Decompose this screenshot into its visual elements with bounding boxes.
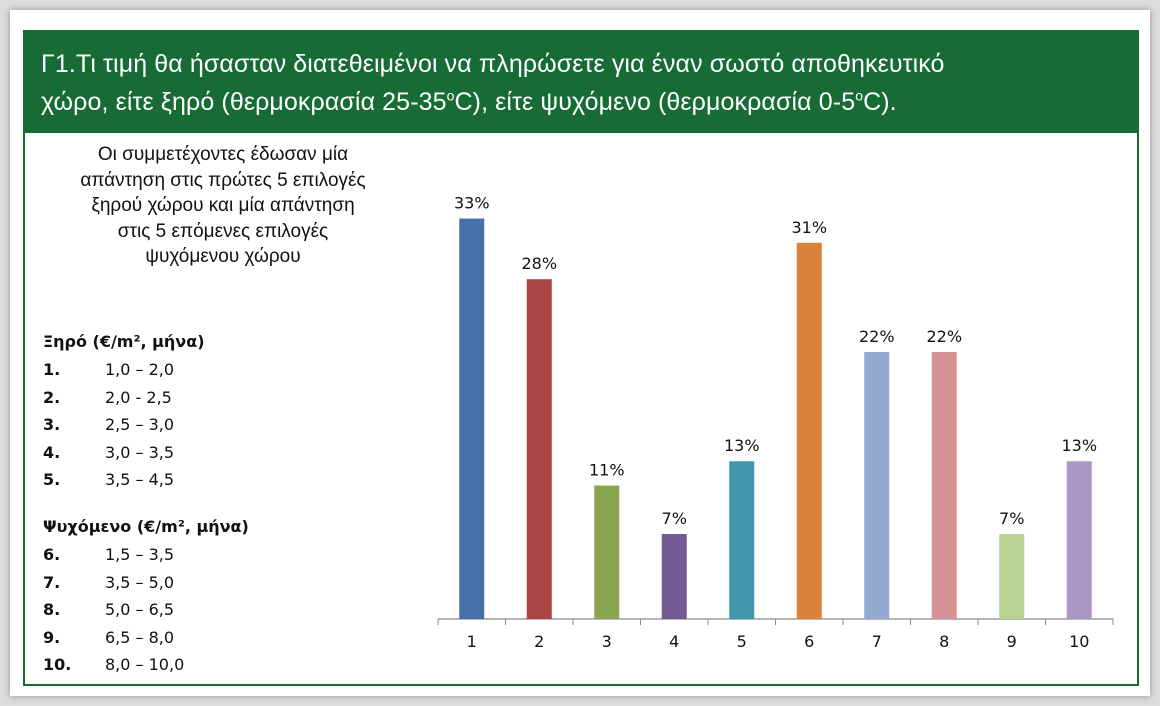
legend-number: 7.: [43, 572, 61, 592]
legend-range: 1,0 – 2,0: [105, 360, 175, 379]
x-tick-label: 4: [669, 632, 679, 651]
legend-row: 10. 8,0 – 10,0: [43, 651, 249, 679]
description-line: στις 5 επόμενες επιλογές: [117, 220, 329, 242]
content-panel: Γ1.Τι τιμή θα ήσασταν διατεθειμένοι να π…: [23, 30, 1139, 686]
legend-row: 4. 3,0 – 3,5: [43, 439, 205, 467]
bar: [864, 352, 890, 619]
bar: [661, 534, 687, 619]
legend-row: 3. 2,5 – 3,0: [43, 411, 205, 439]
x-tick-label: 9: [1007, 632, 1017, 651]
legend-range: 8,0 – 10,0: [105, 655, 185, 674]
data-label: 28%: [521, 254, 557, 273]
question-line-2-part-c: C).: [863, 88, 897, 116]
legend-row: 2. 2,0 - 2,5: [43, 384, 205, 412]
legend-number: 10.: [43, 655, 72, 674]
question-header: Γ1.Τι τιμή θα ήσασταν διατεθειμένοι να π…: [25, 32, 1137, 133]
description-text: Οι συμμετέχοντες έδωσαν μία απάντηση στι…: [43, 142, 403, 270]
data-label: 11%: [589, 461, 625, 480]
legend-number: 2.: [43, 387, 61, 407]
legend-range: 5,0 – 6,5: [105, 600, 175, 619]
bar: [594, 485, 620, 619]
legend-number: 4.: [43, 442, 61, 462]
legend-range: 1,5 – 3,5: [105, 545, 175, 564]
bar: [526, 279, 552, 619]
legend-row: 5. 3,5 – 4,5: [43, 466, 205, 494]
description-line: Οι συμμετέχοντες έδωσαν μία: [97, 144, 349, 165]
data-label: 13%: [1061, 436, 1097, 455]
x-tick-label: 8: [939, 632, 949, 651]
question-line-2-part-b: C), είτε ψυχόμενο (θερμοκρασία 0-5: [454, 88, 856, 116]
question-line-2-part-a: χώρο, είτε ξηρό (θερμοκρασία 25-35: [41, 88, 447, 116]
legend-number: 9.: [43, 627, 61, 647]
x-tick-label: 7: [872, 632, 882, 651]
cold-legend: Ψυχόμενο (€/m², μήνα) 6. 1,5 – 3,5 7. 3,5 …: [43, 513, 249, 679]
dry-legend: Ξηρό (€/m², μήνα) 1. 1,0 – 2,0 2. 2,0 - 2…: [43, 328, 205, 494]
bar: [999, 534, 1025, 619]
dry-legend-title: Ξηρό (€/m², μήνα): [43, 332, 205, 351]
x-tick-label: 6: [804, 632, 814, 651]
bar: [1066, 461, 1092, 619]
legend-row: 7. 3,5 – 5,0: [43, 569, 249, 597]
legend-number: 6.: [43, 545, 61, 564]
legend-range: 6,5 – 8,0: [105, 627, 175, 647]
bar: [459, 218, 485, 620]
data-label: 7%: [999, 509, 1024, 528]
data-label: 22%: [926, 327, 962, 346]
legend-range: 3,5 – 4,5: [105, 470, 175, 489]
data-label: 22%: [859, 327, 895, 346]
degree-mark: ο: [855, 87, 864, 104]
legend-range: 2,5 – 3,0: [105, 415, 175, 434]
legend-range: 2,0 - 2,5: [105, 387, 172, 407]
data-label: 33%: [454, 194, 490, 213]
legend-number: 1.: [43, 360, 61, 379]
legend-row: 1. 1,0 – 2,0: [43, 356, 205, 384]
x-tick-label: 1: [467, 632, 477, 651]
data-label: 31%: [791, 218, 827, 237]
x-tick-label: 2: [534, 632, 544, 651]
legend-row: 9. 6,5 – 8,0: [43, 624, 249, 652]
description-line: ψυχόμενου χώρου: [145, 246, 301, 267]
legend-row: 8. 5,0 – 6,5: [43, 596, 249, 624]
legend-number: 3.: [43, 415, 61, 434]
question-line-2: χώρο, είτε ξηρό (θερμοκρασία 25-35οC), ε…: [41, 83, 1121, 121]
x-tick-label: 10: [1069, 632, 1089, 651]
legend-number: 8.: [43, 600, 61, 619]
description-line: απάντηση στις πρώτες 5 επιλογές: [80, 169, 366, 191]
legend-range: 3,5 – 5,0: [105, 572, 175, 592]
bar: [729, 461, 755, 619]
data-label: 7%: [662, 509, 687, 528]
data-label: 13%: [724, 436, 760, 455]
bar: [796, 242, 822, 620]
legend-row: 6. 1,5 – 3,5: [43, 541, 249, 569]
cold-legend-title: Ψυχόμενο (€/m², μήνα): [43, 517, 249, 536]
x-tick-label: 5: [737, 632, 747, 651]
description-line: ξηρού χώρου και μία απάντηση: [91, 195, 355, 216]
bar: [931, 352, 957, 619]
x-tick-label: 3: [602, 632, 612, 651]
degree-mark: ο: [446, 87, 455, 104]
legend-range: 3,0 – 3,5: [105, 442, 175, 462]
bar-chart: 33% 1 28% 2 11% 3 7% 4 13% 5 31% 6 22% 7 22% 8 7% 9 13% 10: [437, 194, 1114, 651]
question-line-1: Γ1.Τι τιμή θα ήσασταν διατεθειμένοι να π…: [41, 50, 945, 78]
legend-number: 5.: [43, 470, 61, 489]
